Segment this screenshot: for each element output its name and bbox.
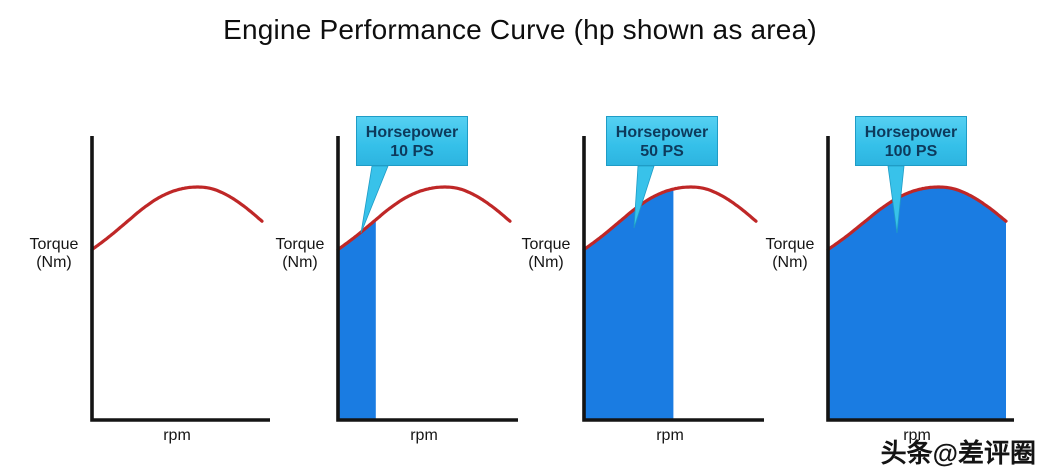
hp-area-fill-hp-100ps <box>828 187 1006 420</box>
horsepower-callout-title: Horsepower <box>615 124 709 141</box>
y-axis-label-line2: (Nm) <box>528 254 564 271</box>
horsepower-callout-title: Horsepower <box>365 124 459 141</box>
torque-curve-hp-50ps <box>582 185 758 252</box>
y-axis-label-4: Torque (Nm) <box>758 236 822 272</box>
x-axis-label-3: rpm <box>656 427 684 444</box>
horsepower-callout-100ps: Horsepower 100 PS <box>855 116 967 166</box>
axes-hp-10ps <box>336 136 518 422</box>
callout-pointer-hp-100ps <box>887 165 905 234</box>
hp-area-fill-hp-10ps <box>338 220 376 420</box>
y-axis-label-line1: Torque <box>521 236 571 253</box>
axes-hp-100ps <box>826 136 1014 422</box>
y-axis-label-line1: Torque <box>275 236 325 253</box>
torque-curve-hp-100ps <box>826 185 1008 252</box>
y-axis-label-line1: Torque <box>29 236 79 253</box>
watermark-text: 头条@差评圈 <box>880 438 1036 468</box>
torque-curve-hp-10ps <box>336 185 512 252</box>
callout-pointer-hp-10ps <box>360 165 389 234</box>
x-axis-label-1: rpm <box>163 427 191 444</box>
x-axis-label-2: rpm <box>410 427 438 444</box>
y-axis-label-line1: Torque <box>765 236 815 253</box>
horsepower-callout-value: 10 PS <box>390 143 434 160</box>
horsepower-callout-value: 100 PS <box>884 143 938 160</box>
axes-torque-only <box>90 136 270 422</box>
y-axis-label-2: Torque (Nm) <box>268 236 332 272</box>
axes-hp-50ps <box>582 136 764 422</box>
x-axis-label-4: rpm <box>903 427 931 444</box>
horsepower-callout-value: 50 PS <box>640 143 684 160</box>
y-axis-label-3: Torque (Nm) <box>514 236 578 272</box>
callout-pointer-hp-50ps <box>633 165 655 229</box>
page-title: Engine Performance Curve (hp shown as ar… <box>223 14 817 45</box>
horsepower-callout-10ps: Horsepower 10 PS <box>356 116 468 166</box>
y-axis-label-line2: (Nm) <box>36 254 72 271</box>
hp-area-fill-hp-50ps <box>584 189 674 420</box>
horsepower-callout-50ps: Horsepower 50 PS <box>606 116 718 166</box>
y-axis-label-1: Torque (Nm) <box>22 236 86 272</box>
horsepower-callout-title: Horsepower <box>864 124 958 141</box>
y-axis-label-line2: (Nm) <box>772 254 808 271</box>
torque-curve-torque-only <box>90 185 264 252</box>
y-axis-label-line2: (Nm) <box>282 254 318 271</box>
